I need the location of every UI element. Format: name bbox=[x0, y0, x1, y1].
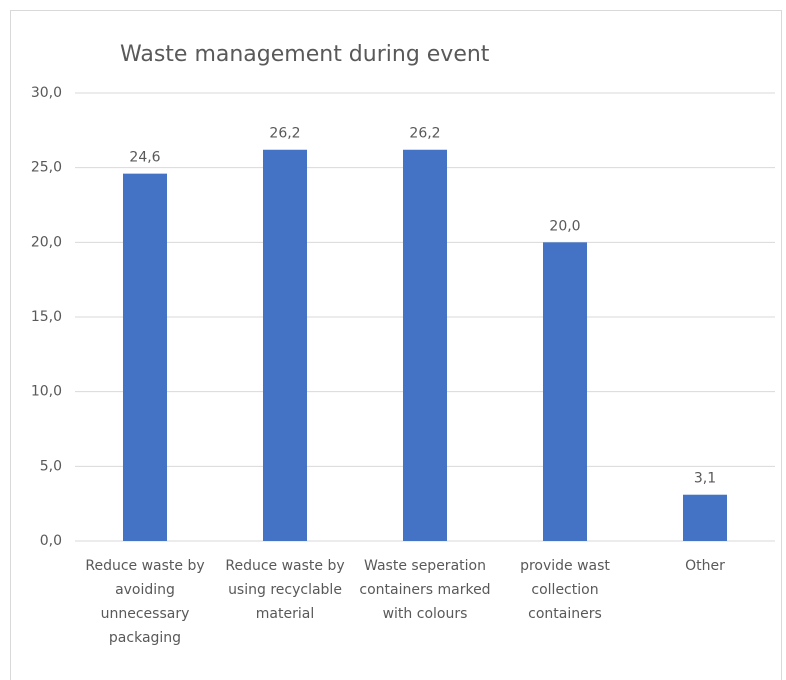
bar bbox=[123, 173, 167, 541]
data-label: 3,1 bbox=[694, 471, 716, 487]
y-tick-label: 25,0 bbox=[31, 160, 62, 176]
bar bbox=[683, 494, 727, 541]
bar bbox=[263, 149, 307, 541]
x-tick-label: provide wast collection containers bbox=[520, 558, 610, 622]
x-tick-label: Reduce waste by using recyclable material bbox=[225, 558, 344, 622]
data-label: 20,0 bbox=[549, 218, 580, 234]
y-tick-label: 30,0 bbox=[31, 85, 62, 101]
bar bbox=[543, 242, 587, 542]
y-tick-label: 10,0 bbox=[31, 384, 62, 400]
y-tick-label: 5,0 bbox=[40, 458, 62, 474]
y-tick-label: 20,0 bbox=[31, 234, 62, 250]
x-tick-label: Waste seperation containers marked with co… bbox=[359, 558, 490, 622]
x-tick-label: Other bbox=[685, 558, 725, 574]
y-tick-label: 0,0 bbox=[40, 533, 62, 549]
bar bbox=[403, 149, 447, 541]
data-label: 26,2 bbox=[269, 126, 300, 142]
y-tick-label: 15,0 bbox=[31, 309, 62, 325]
data-label: 26,2 bbox=[409, 126, 440, 142]
chart-title: Waste management during event bbox=[120, 42, 490, 67]
data-label: 24,6 bbox=[129, 150, 160, 166]
x-tick-label: Reduce waste by avoiding unnecessary packag… bbox=[85, 558, 204, 646]
